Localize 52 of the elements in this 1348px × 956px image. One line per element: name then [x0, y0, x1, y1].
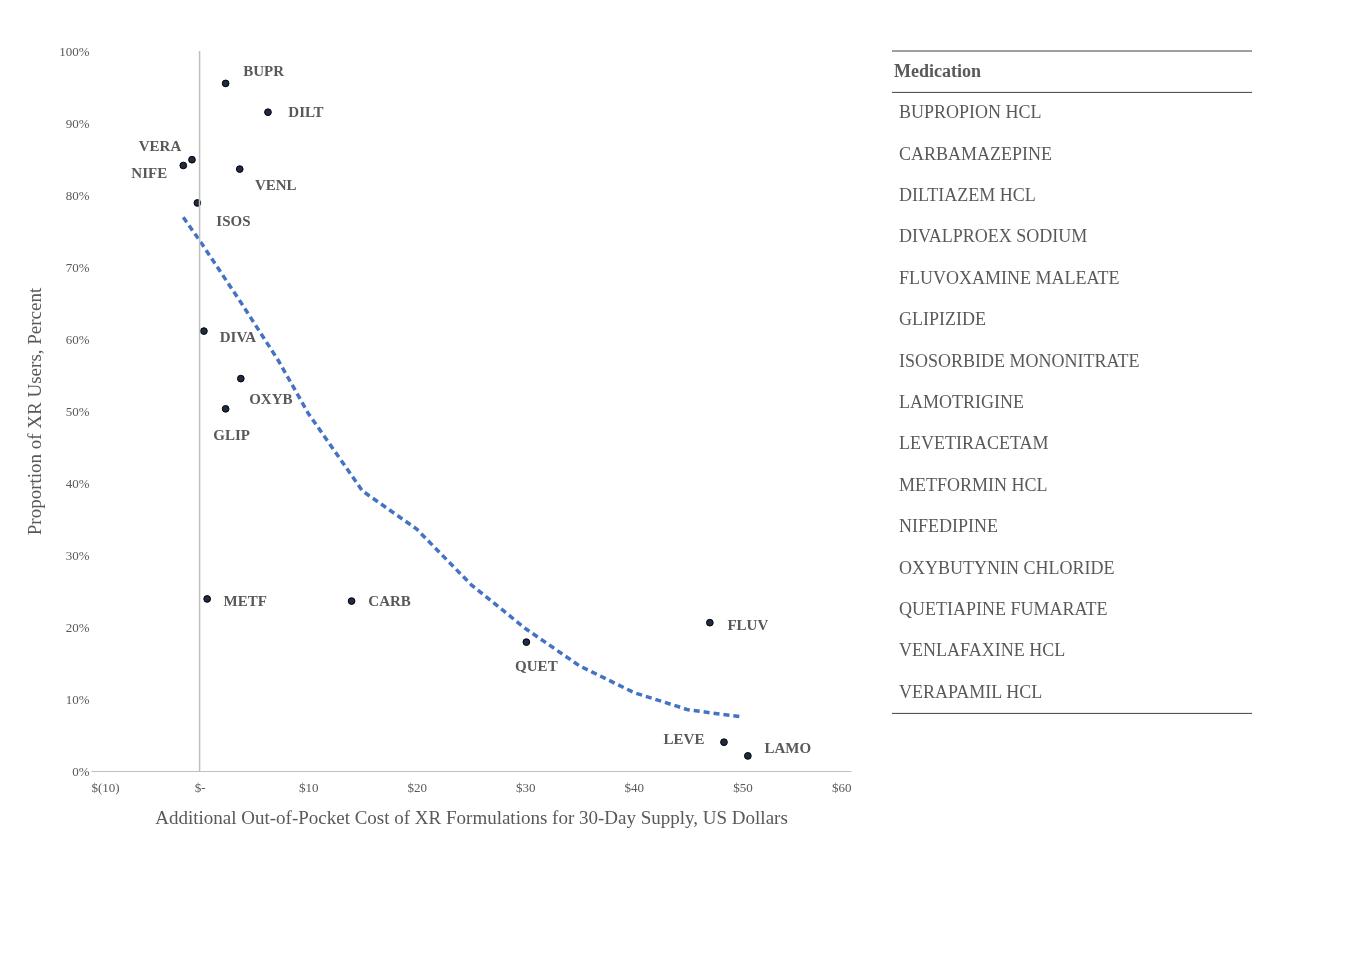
text: DILTIAZEM HCL [899, 184, 1036, 205]
x-tick-label: $60 [832, 779, 852, 795]
y-tick-label: 60% [65, 331, 90, 347]
y-tick-label: 20% [65, 619, 90, 635]
text: VENLAFAXINE HCL [899, 640, 1066, 661]
x-tick-label: $(10) [91, 779, 120, 795]
x-tick-label: $10 [298, 779, 319, 795]
annotation: NIFE [131, 165, 168, 182]
x-tick-label: $20 [407, 779, 427, 795]
annotation: LAMO [764, 739, 812, 756]
y-tick-label: 70% [65, 259, 90, 275]
annotation: LEVE [663, 731, 705, 748]
y-tick-label: 0% [72, 763, 90, 779]
y-tick-label: 50% [65, 403, 90, 419]
text: BUPROPION HCL [899, 102, 1042, 123]
text: Medication [894, 60, 981, 81]
text: GLIPIZIDE [899, 309, 986, 330]
annotation: DILT [288, 104, 324, 121]
annotation: BUPR [243, 63, 285, 80]
text: NIFEDIPINE [899, 516, 998, 537]
text: LAMOTRIGINE [899, 391, 1024, 412]
y-tick-label: 10% [65, 691, 90, 707]
y-tick-label: 40% [65, 475, 90, 491]
annotation: FLUV [727, 616, 769, 633]
annotation: QUET [515, 658, 558, 675]
y-tick-label: 30% [65, 547, 90, 563]
annotation: CARB [368, 593, 411, 610]
y-axis-title: Proportion of XR Users, Percent [24, 287, 46, 536]
text: ISOSORBIDE MONONITRATE [899, 350, 1140, 371]
annotation: GLIP [213, 426, 250, 443]
x-tick-label: $- [194, 779, 206, 795]
y-tick-label: 90% [65, 115, 90, 131]
annotation: VERA [138, 137, 182, 154]
text: VERAPAMIL HCL [899, 681, 1043, 702]
text: QUETIAPINE FUMARATE [899, 598, 1108, 619]
annotation: METF [223, 592, 267, 609]
annotation: ISOS [216, 212, 251, 229]
y-tick-label: 100% [59, 43, 90, 59]
x-axis-title: Additional Out-of-Pocket Cost of XR Formulations for 30-Day Supply, US Dollars [155, 806, 788, 828]
text: OXYBUTYNIN CHLORIDE [899, 557, 1115, 578]
text: FLUVOXAMINE MALEATE [899, 267, 1120, 288]
x-tick-label: $30 [516, 779, 536, 795]
x-tick-label: $40 [624, 779, 645, 795]
text: DIVALPROEX SODIUM [899, 226, 1088, 247]
y-tick-label: 80% [65, 187, 90, 203]
text: METFORMIN HCL [899, 474, 1048, 495]
x-tick-label: $50 [733, 779, 753, 795]
text: LEVETIRACETAM [899, 433, 1049, 454]
annotation: DIVA [219, 329, 257, 346]
annotation: OXYB [249, 390, 293, 407]
text: CARBAMAZEPINE [899, 143, 1053, 164]
annotation: VENL [254, 177, 297, 194]
